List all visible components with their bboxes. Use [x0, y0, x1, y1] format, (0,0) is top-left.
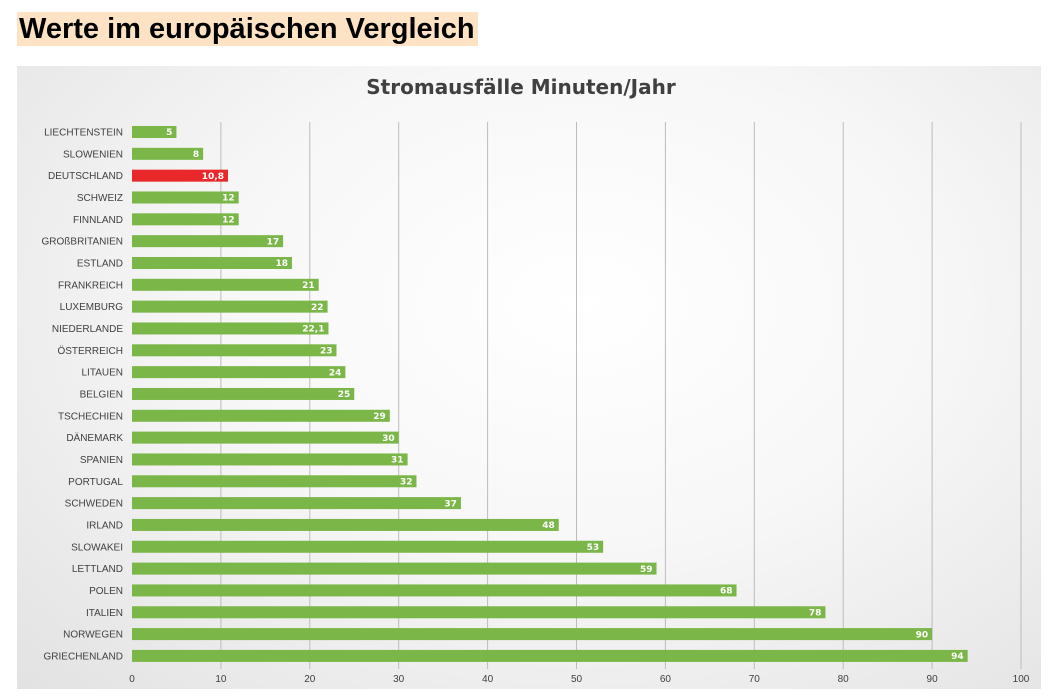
value-label: 10,8	[202, 172, 224, 182]
bar-norwegen	[132, 628, 933, 641]
category-label: GROßBRITANIEN	[42, 237, 123, 248]
bar-frankreich	[132, 278, 319, 291]
category-label: NIEDERLANDE	[52, 324, 123, 335]
category-label: POLEN	[89, 586, 123, 597]
x-tick-label: 100	[1013, 674, 1030, 685]
category-label: FINNLAND	[73, 215, 123, 226]
bar-chart: Stromausfälle Minuten/Jahr 0 10 20 30 40 50 60…	[42, 75, 1030, 685]
bar-italien	[132, 606, 826, 619]
bar-litauen	[132, 366, 346, 379]
value-label: 22,1	[302, 325, 324, 335]
bar-irland	[132, 518, 559, 531]
bar-österreich	[132, 344, 337, 357]
value-label: 12	[222, 216, 235, 226]
bar-schweiz	[132, 191, 239, 204]
x-tick-label: 70	[749, 674, 761, 685]
x-tick-label: 60	[660, 674, 672, 685]
bar-portugal	[132, 475, 417, 488]
category-label: GRIECHENLAND	[44, 651, 123, 662]
category-label: BELGIEN	[80, 389, 123, 400]
category-label: IRLAND	[86, 520, 123, 531]
value-label: 22	[311, 303, 324, 313]
value-label: 90	[916, 630, 929, 640]
category-label: PORTUGAL	[68, 477, 123, 488]
value-label: 94	[951, 652, 964, 662]
category-label: LUXEMBURG	[60, 302, 124, 313]
value-label: 31	[391, 456, 404, 466]
bar-spanien	[132, 453, 408, 466]
value-label: 23	[320, 347, 333, 357]
bar-luxemburg	[132, 300, 328, 313]
value-label: 18	[275, 259, 288, 269]
category-label: FRANKREICH	[58, 280, 123, 291]
category-label: SCHWEDEN	[65, 499, 123, 510]
chart-panel: Stromausfälle Minuten/Jahr 0 10 20 30 40 50 60…	[17, 66, 1041, 689]
page-heading-wrapper: Werte im europäischen Vergleich	[17, 12, 478, 46]
category-label: NORWEGEN	[63, 630, 123, 641]
value-label: 68	[720, 587, 733, 597]
value-label: 53	[587, 543, 600, 553]
bar-dänemark	[132, 431, 399, 444]
x-tick-label: 30	[393, 674, 405, 685]
category-label: TSCHECHIEN	[58, 411, 123, 422]
bar-estland	[132, 256, 293, 269]
value-label: 48	[542, 521, 555, 531]
bar-großbritanien	[132, 235, 284, 248]
category-label: DÄNEMARK	[66, 432, 123, 444]
category-label: SLOWENIEN	[63, 149, 123, 160]
category-label: SPANIEN	[80, 455, 123, 466]
value-label: 29	[373, 412, 386, 422]
chart-title: Stromausfälle Minuten/Jahr	[366, 75, 676, 99]
bar-belgien	[132, 387, 355, 400]
category-label: SCHWEIZ	[77, 193, 123, 204]
value-label: 78	[809, 608, 822, 618]
value-label: 24	[329, 368, 342, 378]
value-label: 59	[640, 565, 653, 575]
bar-niederlande	[132, 322, 329, 335]
bar-griechenland	[132, 649, 968, 662]
bar-lettland	[132, 562, 657, 575]
bar-tschechien	[132, 409, 390, 422]
value-label: 32	[400, 477, 413, 487]
category-label: ITALIEN	[86, 608, 123, 619]
category-label: LITAUEN	[82, 368, 124, 379]
bar-liechtenstein	[132, 126, 177, 138]
value-label: 25	[338, 390, 351, 400]
category-label: LETTLAND	[72, 564, 123, 575]
value-label: 17	[267, 237, 280, 247]
x-tick-label: 20	[304, 674, 316, 685]
category-label: ESTLAND	[77, 258, 123, 269]
category-label: SLOWAKEI	[71, 542, 123, 553]
x-tick-label: 90	[927, 674, 939, 685]
bar-finnland	[132, 213, 239, 226]
bar-deutschland	[132, 169, 229, 182]
x-tick-label: 40	[482, 674, 494, 685]
category-label: ÖSTERREICH	[57, 345, 123, 357]
x-tick-label: 0	[129, 674, 135, 685]
value-label: 37	[444, 499, 457, 509]
category-label: DEUTSCHLAND	[48, 171, 123, 182]
bar-schweden	[132, 497, 461, 510]
value-label: 21	[302, 281, 315, 291]
page-heading: Werte im europäischen Vergleich	[17, 12, 478, 46]
category-label: LIECHTENSTEIN	[44, 128, 123, 139]
x-tick-label: 80	[838, 674, 850, 685]
x-tick-label: 10	[215, 674, 227, 685]
value-label: 8	[193, 150, 199, 160]
value-label: 30	[382, 434, 395, 444]
value-label: 12	[222, 194, 235, 204]
bar-polen	[132, 584, 737, 597]
value-label: 5	[166, 128, 172, 138]
bar-slowenien	[132, 147, 204, 160]
bar-slowakei	[132, 540, 604, 553]
x-tick-label: 50	[571, 674, 583, 685]
